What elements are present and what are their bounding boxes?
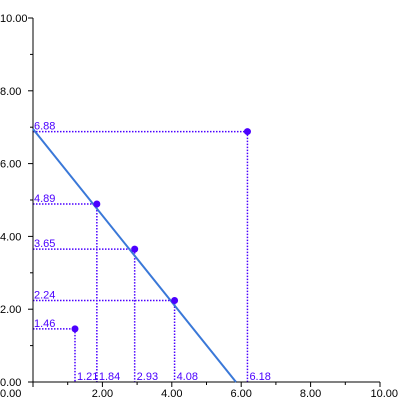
y-tick-label: 6.00 [0, 159, 21, 171]
trend-line-layer [32, 128, 237, 383]
x-value-label: 1.21 [77, 371, 98, 383]
data-labels: 1.46 1.21 4.89 1.84 3.65 2.93 2.24 4.08 6.88 6.18 [34, 121, 271, 383]
y-tick-label: 0.00 [0, 377, 21, 389]
x-tick-label: 10.00 [370, 388, 398, 400]
x-value-label: 1.84 [99, 371, 120, 383]
x-tick-label: 2.00 [92, 388, 113, 400]
data-point [243, 128, 251, 136]
x-tick-label: 6.00 [230, 388, 251, 400]
x-value-label: 6.18 [249, 371, 270, 383]
x-tick-label: 0.00 [0, 388, 21, 400]
x-value-label: 2.93 [137, 371, 158, 383]
guide-lines [33, 130, 249, 382]
data-point [171, 296, 179, 304]
data-point [93, 200, 101, 208]
y-tick-label: 4.00 [0, 231, 21, 243]
x-tick-label: 8.00 [300, 388, 321, 400]
y-value-label: 4.89 [34, 193, 55, 205]
data-point [131, 245, 139, 253]
data-point [71, 325, 79, 333]
y-value-label: 2.24 [34, 289, 55, 301]
y-value-label: 3.65 [34, 238, 55, 250]
trend-line [32, 128, 237, 383]
x-value-label: 4.08 [177, 371, 198, 383]
y-value-label: 1.46 [34, 318, 55, 330]
data-points [71, 128, 251, 333]
y-tick-label: 2.00 [0, 304, 21, 316]
axes: 0.00 2.00 4.00 6.00 8.00 10.00 0.00 2.00 4.00 6.0… [0, 13, 398, 400]
y-value-label: 6.88 [34, 121, 55, 133]
x-tick-label: 4.00 [161, 388, 182, 400]
y-tick-label: 8.00 [0, 86, 21, 98]
y-tick-label: 10.00 [0, 13, 28, 25]
